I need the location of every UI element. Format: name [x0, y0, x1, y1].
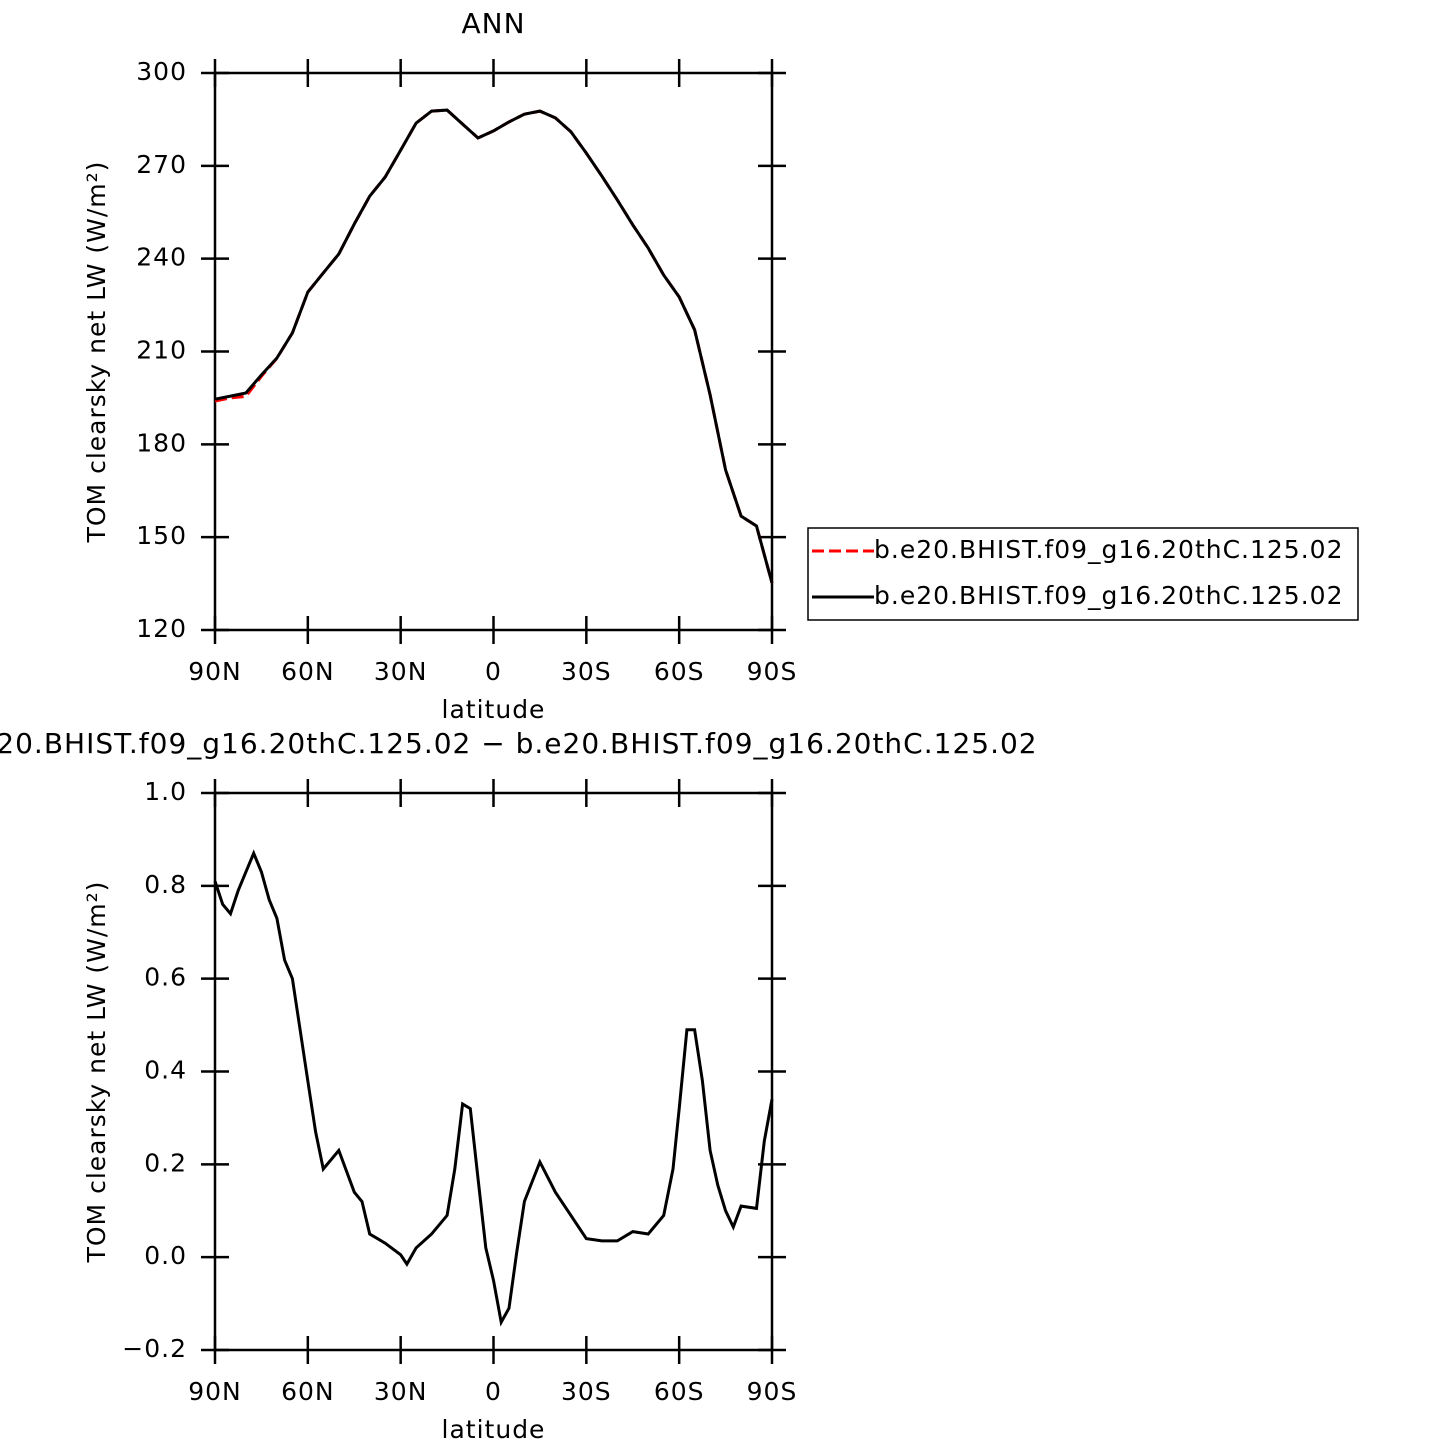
x-tick-label: 90S: [747, 1377, 798, 1406]
x-tick-label: 0: [485, 657, 502, 686]
x-tick-label: 60S: [654, 657, 705, 686]
x-tick-label: 60N: [281, 1377, 335, 1406]
y-tick-label: 0.4: [144, 1056, 187, 1085]
x-tick-label: 90S: [747, 657, 798, 686]
x-tick-label: 30N: [374, 1377, 428, 1406]
x-tick-label: 30N: [374, 657, 428, 686]
y-tick-label: 0.0: [144, 1241, 187, 1270]
x-tick-label: 60S: [654, 1377, 705, 1406]
y-axis-label: TOM clearsky net LW (W/m²): [82, 881, 111, 1264]
y-tick-label: 0.8: [144, 870, 187, 899]
chart-title: b.e20.BHIST.f09_g16.20thC.125.02 − b.e20…: [0, 727, 1038, 760]
legend-label: b.e20.BHIST.f09_g16.20thC.125.02: [874, 581, 1343, 610]
data-line: [213, 849, 774, 1327]
y-tick-label: 300: [136, 57, 187, 86]
y-tick-label: 0.6: [144, 963, 187, 992]
y-tick-label: 1.0: [144, 777, 187, 806]
legend-label: b.e20.BHIST.f09_g16.20thC.125.02: [874, 535, 1343, 564]
y-tick-label: 270: [136, 150, 187, 179]
y-tick-label: 180: [136, 428, 187, 457]
x-tick-label: 90N: [188, 657, 242, 686]
y-tick-label: 0.2: [144, 1148, 187, 1177]
y-tick-label: 210: [136, 336, 187, 365]
y-tick-label: 240: [136, 243, 187, 272]
x-axis-label: latitude: [442, 695, 546, 724]
legend-box: [807, 527, 1359, 621]
y-tick-label: −0.2: [122, 1334, 187, 1363]
x-tick-label: 60N: [281, 657, 335, 686]
y-tick-label: 120: [136, 614, 187, 643]
y-tick-label: 150: [136, 521, 187, 550]
data-line: [214, 108, 774, 584]
x-axis-label: latitude: [442, 1415, 546, 1444]
chart-title: ANN: [461, 7, 525, 40]
x-tick-label: 90N: [188, 1377, 242, 1406]
plot-frame: [213, 791, 774, 1352]
x-tick-label: 0: [485, 1377, 502, 1406]
y-axis-label: TOM clearsky net LW (W/m²): [82, 161, 111, 544]
plot-frame: [213, 71, 774, 632]
data-line: [214, 108, 774, 584]
x-tick-label: 30S: [561, 657, 612, 686]
x-tick-label: 30S: [561, 1377, 612, 1406]
